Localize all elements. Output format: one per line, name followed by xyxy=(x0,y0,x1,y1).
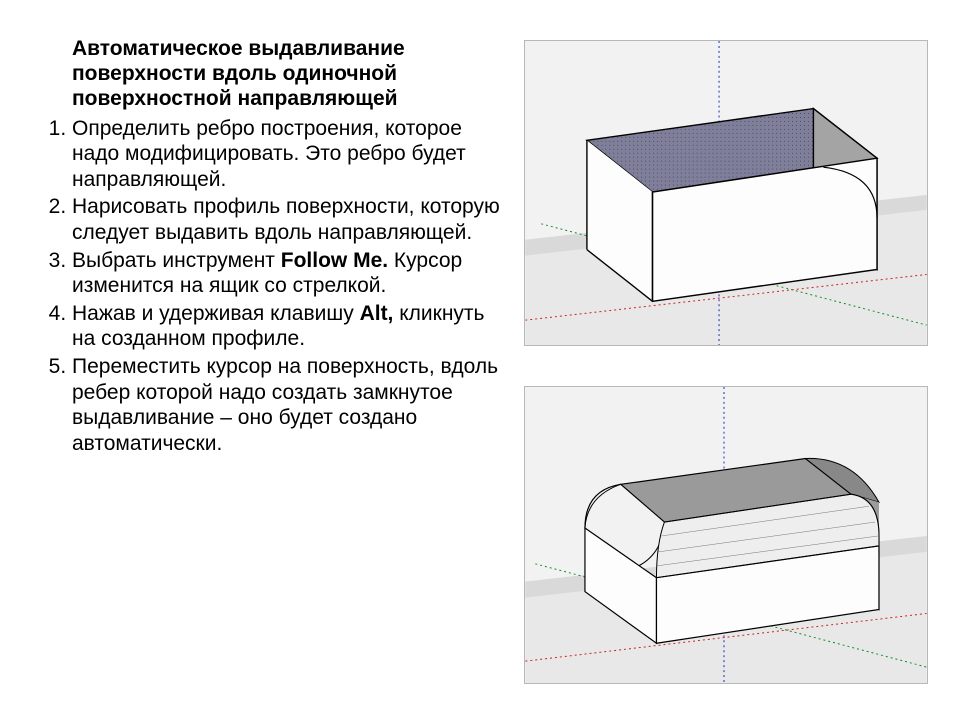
step-1-text: Определить ребро построения, которое над… xyxy=(72,117,466,191)
step-1: Определить ребро построения, которое над… xyxy=(72,116,502,193)
figure-2-svg xyxy=(525,387,927,683)
step-5: Переместить курсор на поверхность, вдоль… xyxy=(72,354,502,456)
heading: Автоматическое выдавливание поверхности … xyxy=(44,36,502,112)
step-2: Нарисовать профиль поверхности, которую … xyxy=(72,194,502,245)
text-column: Автоматическое выдавливание поверхности … xyxy=(44,36,510,700)
figure-1-svg xyxy=(525,41,927,345)
steps-list: Определить ребро построения, которое над… xyxy=(44,116,502,457)
step-4-a: Нажав и удерживая клавишу xyxy=(72,302,360,325)
step-4-bold: Alt, xyxy=(360,302,394,325)
figure-1 xyxy=(524,40,928,346)
step-3-a: Выбрать инструмент xyxy=(72,249,281,272)
step-3-bold: Follow Me. xyxy=(281,249,388,272)
step-2-text: Нарисовать профиль поверхности, которую … xyxy=(72,195,500,244)
figure-2 xyxy=(524,386,928,684)
step-3: Выбрать инструмент Follow Me. Курсор изм… xyxy=(72,248,502,299)
image-column xyxy=(524,40,928,684)
step-5-text: Переместить курсор на поверхность, вдоль… xyxy=(72,355,498,455)
step-4: Нажав и удерживая клавишу Alt, кликнуть … xyxy=(72,301,502,352)
